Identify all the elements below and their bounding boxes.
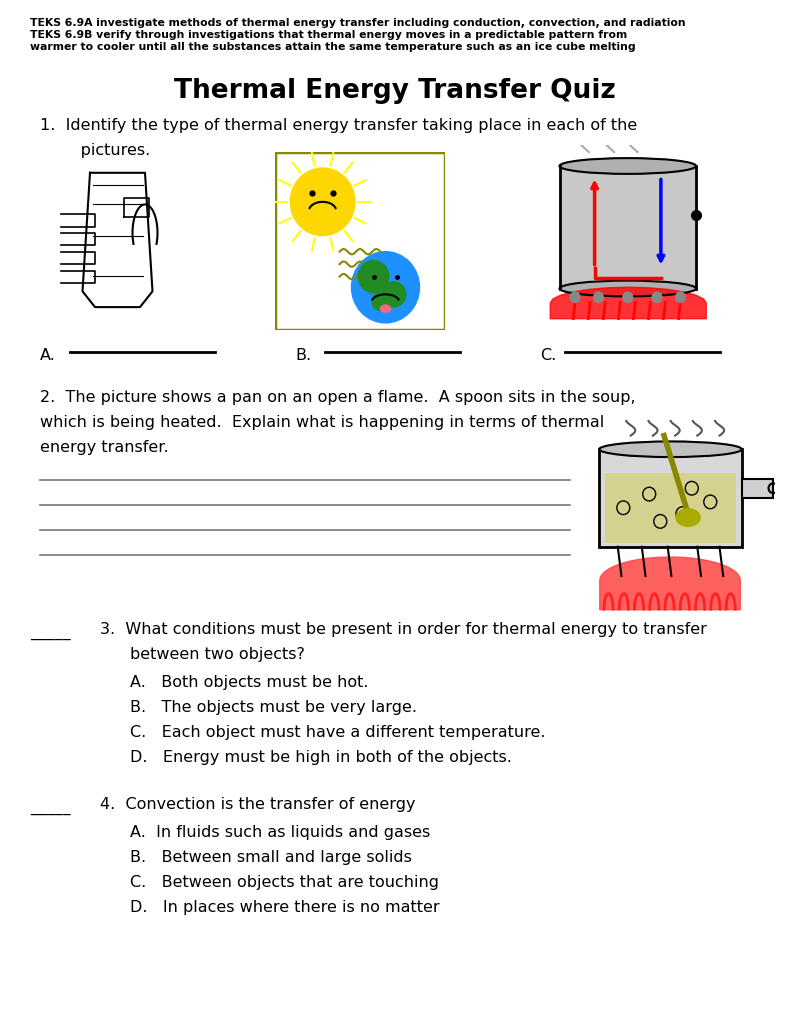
Polygon shape xyxy=(605,473,736,543)
Polygon shape xyxy=(61,232,95,246)
Text: between two objects?: between two objects? xyxy=(130,647,305,662)
Ellipse shape xyxy=(623,292,633,302)
Text: C.: C. xyxy=(540,348,556,362)
Ellipse shape xyxy=(600,441,742,457)
Ellipse shape xyxy=(559,158,696,174)
Circle shape xyxy=(358,260,389,293)
Text: B.   Between small and large solids: B. Between small and large solids xyxy=(130,850,412,865)
Ellipse shape xyxy=(559,281,696,296)
Text: TEKS 6.9B verify through investigations that thermal energy moves in a predictab: TEKS 6.9B verify through investigations … xyxy=(30,30,627,40)
Ellipse shape xyxy=(570,292,580,302)
Text: A.: A. xyxy=(40,348,56,362)
Text: 4.  Convection is the transfer of energy: 4. Convection is the transfer of energy xyxy=(100,797,415,812)
Text: 3.  What conditions must be present in order for thermal energy to transfer: 3. What conditions must be present in or… xyxy=(100,622,707,637)
Text: D.   Energy must be high in both of the objects.: D. Energy must be high in both of the ob… xyxy=(130,750,512,765)
Circle shape xyxy=(290,168,355,236)
Polygon shape xyxy=(123,198,149,217)
Circle shape xyxy=(372,293,389,310)
Text: pictures.: pictures. xyxy=(55,143,150,158)
Circle shape xyxy=(382,282,406,307)
Text: D.   In places where there is no matter: D. In places where there is no matter xyxy=(130,900,440,915)
Text: which is being heated.  Explain what is happening in terms of thermal: which is being heated. Explain what is h… xyxy=(40,415,604,430)
Polygon shape xyxy=(82,173,153,307)
Text: TEKS 6.9A investigate methods of thermal energy transfer including conduction, c: TEKS 6.9A investigate methods of thermal… xyxy=(30,18,686,28)
Text: 2.  The picture shows a pan on an open a flame.  A spoon sits in the soup,: 2. The picture shows a pan on an open a … xyxy=(40,390,636,406)
Text: _____: _____ xyxy=(30,625,70,640)
Polygon shape xyxy=(559,166,696,289)
Text: C.   Between objects that are touching: C. Between objects that are touching xyxy=(130,874,439,890)
Ellipse shape xyxy=(593,292,604,302)
Polygon shape xyxy=(61,214,95,226)
Text: 1.  Identify the type of thermal energy transfer taking place in each of the: 1. Identify the type of thermal energy t… xyxy=(40,118,638,133)
Bar xyxy=(742,478,773,498)
Ellipse shape xyxy=(676,292,685,302)
Ellipse shape xyxy=(652,292,662,302)
Text: energy transfer.: energy transfer. xyxy=(40,440,168,455)
Text: A.  In fluids such as liquids and gases: A. In fluids such as liquids and gases xyxy=(130,825,430,840)
Text: B.: B. xyxy=(295,348,311,362)
Text: A.   Both objects must be hot.: A. Both objects must be hot. xyxy=(130,675,369,690)
Text: Thermal Energy Transfer Quiz: Thermal Energy Transfer Quiz xyxy=(174,78,616,104)
Text: C.   Each object must have a different temperature.: C. Each object must have a different tem… xyxy=(130,725,546,740)
Circle shape xyxy=(351,252,419,323)
Text: _____: _____ xyxy=(30,800,70,815)
Text: warmer to cooler until all the substances attain the same temperature such as an: warmer to cooler until all the substance… xyxy=(30,42,636,52)
Polygon shape xyxy=(61,252,95,264)
Ellipse shape xyxy=(676,509,700,526)
Text: B.   The objects must be very large.: B. The objects must be very large. xyxy=(130,700,417,715)
Polygon shape xyxy=(61,270,95,284)
Polygon shape xyxy=(600,450,742,547)
Ellipse shape xyxy=(380,305,391,312)
